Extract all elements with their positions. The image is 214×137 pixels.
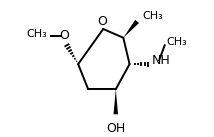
Polygon shape (113, 89, 118, 114)
Text: CH₃: CH₃ (26, 29, 47, 39)
Text: CH₃: CH₃ (166, 37, 187, 47)
Polygon shape (123, 20, 139, 38)
Text: O: O (59, 29, 69, 42)
Text: O: O (97, 15, 107, 28)
Text: NH: NH (152, 54, 170, 67)
Text: OH: OH (106, 122, 125, 135)
Text: CH₃: CH₃ (142, 12, 163, 22)
